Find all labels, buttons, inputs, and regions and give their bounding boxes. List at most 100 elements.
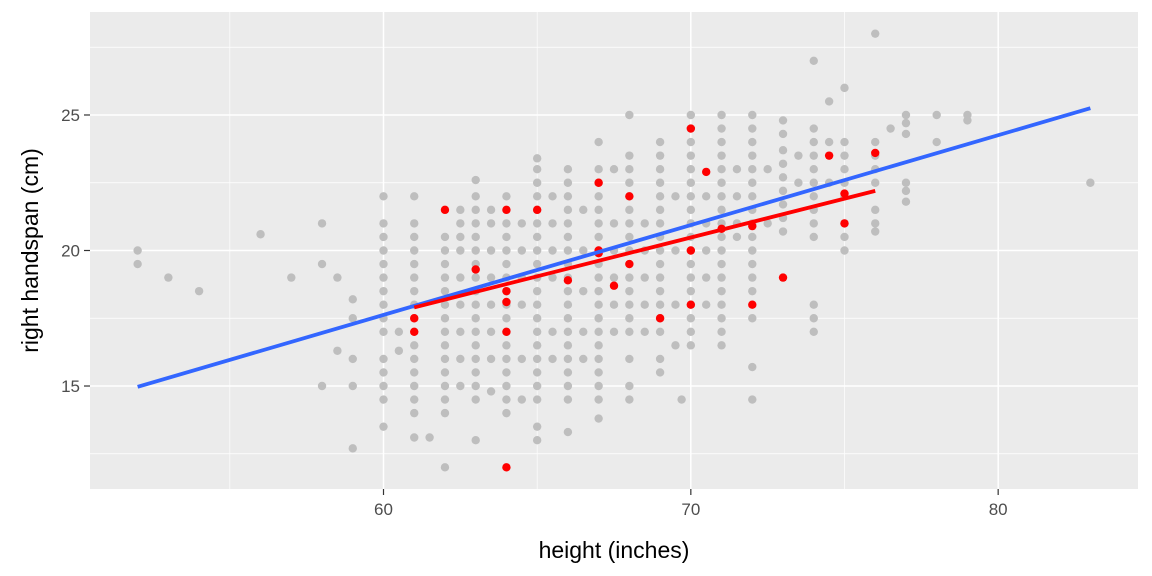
- data-point: [410, 246, 419, 255]
- data-point: [824, 97, 834, 106]
- data-point: [748, 164, 757, 174]
- data-point: [732, 192, 742, 201]
- data-point: [594, 164, 603, 174]
- data-point: [379, 368, 388, 377]
- data-point: [809, 327, 818, 337]
- data-point: [256, 230, 265, 239]
- data-point: [778, 159, 788, 168]
- data-point: [671, 192, 680, 201]
- data-point: [379, 259, 388, 269]
- data-point: [471, 327, 480, 337]
- data-point: [609, 273, 619, 282]
- data-point: [502, 368, 511, 377]
- data-point: [563, 178, 573, 187]
- data-point: [809, 192, 818, 201]
- data-point: [471, 395, 480, 404]
- data-point: [809, 314, 818, 323]
- data-point: [963, 116, 972, 125]
- data-point: [625, 314, 634, 323]
- data-marks: [133, 29, 1095, 472]
- data-point: [579, 354, 588, 364]
- data-point: [486, 246, 496, 255]
- data-point: [440, 314, 450, 323]
- y-axis-title: right handspan (cm): [17, 148, 43, 353]
- data-point: [748, 286, 757, 296]
- data-point: [625, 286, 634, 296]
- data-point: [532, 381, 542, 391]
- data-point: [502, 219, 511, 228]
- data-point: [532, 219, 542, 228]
- data-point: [840, 219, 849, 228]
- data-point: [901, 186, 911, 196]
- data-point: [594, 273, 603, 282]
- data-point: [717, 164, 726, 174]
- data-point: [471, 300, 480, 309]
- data-point: [686, 259, 696, 269]
- data-point: [594, 300, 603, 309]
- data-point: [532, 154, 542, 163]
- data-point: [655, 178, 665, 187]
- data-point: [594, 192, 603, 201]
- data-point: [763, 164, 772, 174]
- data-point: [824, 137, 834, 147]
- data-point: [456, 300, 465, 309]
- data-point: [471, 341, 480, 350]
- data-point: [625, 259, 634, 269]
- data-point: [717, 286, 726, 296]
- data-point: [901, 110, 911, 120]
- data-point: [379, 192, 388, 201]
- data-point: [640, 219, 649, 228]
- data-point: [594, 381, 603, 391]
- data-point: [456, 273, 465, 282]
- x-tick-label: 70: [681, 500, 700, 519]
- data-point: [901, 129, 911, 139]
- data-point: [871, 205, 880, 215]
- data-point: [748, 124, 757, 133]
- data-point: [563, 354, 573, 364]
- data-point: [456, 246, 465, 255]
- data-point: [701, 246, 711, 255]
- data-point: [655, 368, 665, 377]
- data-point: [471, 205, 480, 215]
- data-point: [502, 395, 511, 404]
- data-point: [456, 219, 465, 228]
- data-point: [594, 354, 603, 364]
- data-point: [809, 164, 818, 174]
- data-point: [717, 341, 726, 350]
- data-point: [748, 300, 757, 309]
- data-point: [609, 164, 619, 174]
- data-point: [809, 232, 818, 242]
- data-point: [594, 327, 603, 337]
- data-point: [532, 395, 542, 404]
- series-all-points: [133, 29, 1095, 472]
- data-point: [625, 300, 634, 309]
- data-point: [686, 273, 696, 282]
- data-point: [440, 354, 450, 364]
- data-point: [748, 178, 757, 187]
- y-tick-label: 15: [61, 377, 80, 396]
- data-point: [625, 192, 634, 201]
- data-point: [871, 227, 880, 236]
- data-point: [517, 354, 527, 364]
- data-point: [686, 137, 696, 147]
- data-point: [655, 259, 665, 269]
- data-point: [379, 273, 388, 282]
- data-point: [717, 232, 726, 242]
- data-point: [686, 164, 696, 174]
- data-point: [717, 259, 726, 269]
- data-point: [717, 273, 726, 282]
- data-point: [717, 151, 726, 160]
- data-point: [440, 327, 450, 337]
- fit-line-subset: [413, 189, 876, 310]
- data-point: [686, 300, 696, 309]
- data-point: [901, 178, 911, 187]
- data-point: [655, 246, 665, 255]
- data-point: [563, 232, 573, 242]
- data-point: [471, 273, 480, 282]
- data-point: [502, 286, 511, 296]
- data-point: [471, 219, 480, 228]
- data-point: [748, 395, 757, 404]
- data-point: [625, 232, 634, 242]
- data-point: [717, 314, 726, 323]
- data-point: [502, 192, 511, 201]
